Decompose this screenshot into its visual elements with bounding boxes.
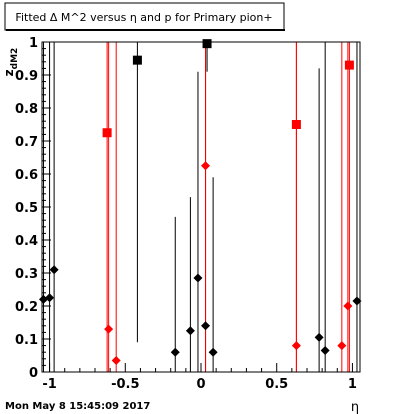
square-marker (344, 60, 354, 70)
footer-timestamp: Mon May 8 15:45:09 2017 (5, 401, 150, 412)
y-tick-label: 0.3 (15, 267, 38, 282)
x-tick-label: -1 (42, 377, 56, 392)
y-tick-label: 0.9 (15, 69, 38, 84)
y-tick-label: 0.6 (15, 168, 38, 183)
diamond-marker (314, 332, 324, 342)
diamond-marker (193, 273, 203, 283)
y-tick-label: 0.8 (15, 102, 38, 117)
diamond-marker (49, 265, 59, 275)
diamond-marker (291, 341, 301, 351)
x-axis-label: η (351, 400, 359, 414)
data-marks (39, 39, 362, 372)
square-marker (132, 55, 142, 65)
diamond-marker (170, 347, 180, 357)
diamond-marker (337, 341, 347, 351)
y-tick-label: 0.7 (15, 135, 38, 150)
y-axis-label: zdM2 (2, 48, 20, 77)
square-marker (102, 128, 112, 138)
diamond-marker (45, 293, 55, 303)
x-tick-label: 0.5 (265, 377, 288, 392)
diamond-marker (185, 326, 195, 336)
chart-title: Fitted Δ M^2 versus η and p for Primary … (15, 11, 272, 24)
y-tick-label: 0.2 (15, 300, 38, 315)
diamond-marker (201, 321, 211, 331)
square-marker (202, 39, 212, 49)
diamond-marker (343, 301, 353, 311)
y-axis-label-main: z (2, 69, 16, 76)
title-box-shadow (6, 29, 285, 31)
y-tick-label: 0.4 (15, 234, 38, 249)
diamond-marker (104, 324, 114, 334)
x-tick-label: 0 (196, 377, 205, 392)
y-tick-label: 0.5 (15, 201, 38, 216)
diamond-marker (208, 347, 218, 357)
axes: 0 0.1 0.2 0.3 0.4 0.5 0.6 0.7 0.8 0.9 1 -1 -0.5 0 0.5 1 (15, 36, 357, 392)
y-tick-label: 1 (29, 36, 38, 51)
square-marker (291, 120, 301, 129)
diamond-marker (320, 346, 330, 356)
y-tick-label: 0.1 (15, 333, 38, 348)
diamond-marker (201, 161, 211, 171)
diamond-marker (352, 296, 362, 306)
title-box (4, 2, 285, 31)
diamond-marker (111, 355, 121, 365)
y-axis-label-subscript: dM2 (10, 48, 20, 70)
x-tick-label: -0.5 (111, 377, 139, 392)
x-tick-label: 1 (348, 377, 357, 392)
plot-frame (41, 41, 361, 373)
y-tick-label: 0 (29, 366, 38, 381)
